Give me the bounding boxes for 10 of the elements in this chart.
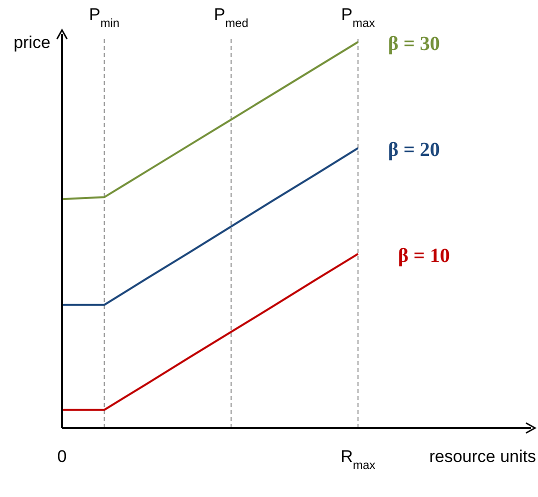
y-axis-title: price (14, 33, 50, 52)
series-label: β = 20 (388, 139, 440, 162)
text: P$_{max}$ (341, 5, 375, 30)
x-tick-label: R$_{max}$ (340, 447, 376, 472)
x-axis-title: resource units (429, 447, 536, 466)
text: P$_{min}$ (89, 5, 120, 30)
series-label: β = 30 (388, 33, 440, 55)
text: β = 10 (398, 244, 450, 267)
text: P$_{med}$ (214, 5, 248, 30)
x-tick-label: 0 (57, 447, 67, 466)
